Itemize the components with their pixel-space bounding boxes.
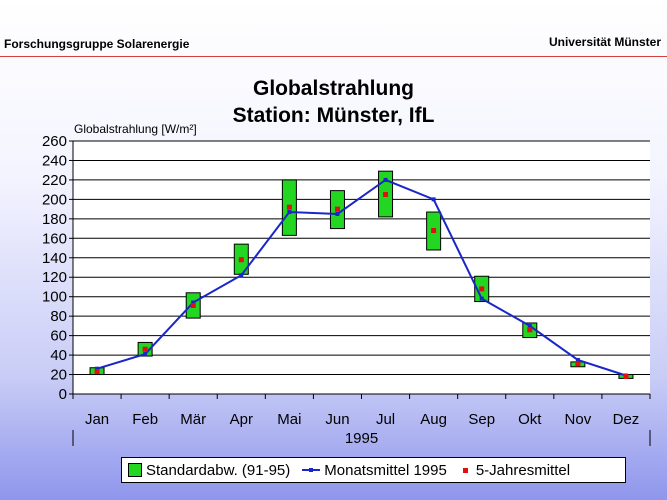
x-tick-label: Mai — [277, 411, 301, 428]
y-tick-label: 180 — [42, 211, 67, 228]
y-tick-label: 240 — [42, 152, 67, 169]
legend-line-swatch — [302, 464, 321, 476]
series-line-monatsmittel — [96, 178, 627, 377]
line-point — [95, 366, 100, 371]
line-point — [479, 296, 484, 301]
y-tick-label: 120 — [42, 269, 67, 286]
header-university: Universität Münster — [548, 35, 661, 49]
x-tick-label: Apr — [230, 411, 253, 428]
jahresmittel-marker — [94, 369, 100, 375]
chart-subtitle: Station: Münster, IfL — [232, 104, 435, 127]
jahresmittel-marker — [383, 192, 389, 198]
x-tick-label: Okt — [518, 411, 542, 428]
legend-item-jahresmittel: 5-Jahresmittel — [459, 462, 570, 479]
y-tick-label: 220 — [42, 172, 67, 189]
line-point — [239, 273, 244, 278]
y-tick-label: 0 — [59, 386, 67, 403]
line-point — [335, 211, 340, 216]
y-tick-label: 140 — [42, 250, 67, 267]
x-tick-label: Sep — [468, 411, 495, 428]
legend-box-swatch — [128, 463, 142, 477]
line-point — [287, 210, 292, 215]
line-point — [431, 197, 436, 202]
jahresmittel-marker — [527, 327, 533, 333]
legend-label-jahresmittel: 5-Jahresmittel — [475, 461, 571, 479]
x-tick-label: Aug — [420, 411, 447, 428]
jahresmittel-marker — [431, 228, 437, 234]
line-point — [527, 323, 532, 328]
y-tick-label: 40 — [50, 347, 67, 364]
jahresmittel-marker — [479, 286, 485, 292]
plot-area — [73, 141, 650, 394]
x-tick-label: Mär — [180, 411, 206, 428]
y-tick-label: 80 — [50, 308, 67, 325]
x-tick-label: Dez — [613, 411, 640, 428]
jahresmittel-marker — [623, 373, 629, 379]
legend-item-monatsmittel: Monatsmittel 1995 — [302, 462, 447, 479]
line-point — [143, 352, 148, 357]
chart-legend: Standardabw. (91-95) Monatsmittel 1995 5… — [121, 457, 626, 483]
jahresmittel-marker — [334, 206, 340, 212]
y-tick-label: 20 — [50, 367, 67, 384]
header-organization: Forschungsgruppe Solarenergie — [4, 37, 190, 51]
line-point — [191, 300, 196, 305]
jahresmittel-marker — [286, 204, 292, 210]
x-tick-label: Jul — [376, 411, 395, 428]
jahresmittel-marker — [575, 361, 581, 367]
y-axis-title: Globalstrahlung [W/m²] — [74, 122, 197, 136]
legend-label-standardabw: Standardabw. (91-95) — [146, 461, 291, 479]
x-tick-label: Nov — [565, 411, 592, 428]
jahresmittel-marker — [142, 346, 148, 352]
header-divider — [0, 56, 667, 57]
legend-label-monatsmittel: Monatsmittel 1995 — [324, 461, 447, 479]
jahresmittel-marker — [238, 257, 244, 263]
x-tick-label: Jun — [325, 411, 349, 428]
y-tick-label: 100 — [42, 289, 67, 306]
legend-marker-swatch — [462, 467, 468, 473]
y-tick-label: 260 — [42, 133, 67, 150]
y-tick-label: 200 — [42, 191, 67, 208]
y-tick-label: 160 — [42, 230, 67, 247]
x-tick-label: Feb — [132, 411, 158, 428]
x-tick-label: Jan — [85, 411, 109, 428]
chart-title: Globalstrahlung — [252, 77, 414, 100]
x-axis-label: 1995 — [345, 430, 378, 447]
jahresmittel-marker — [190, 302, 196, 308]
y-tick-label: 60 — [50, 328, 67, 345]
line-point — [575, 357, 580, 362]
legend-item-standardabw: Standardabw. (91-95) — [128, 462, 290, 479]
line-point — [383, 177, 388, 182]
